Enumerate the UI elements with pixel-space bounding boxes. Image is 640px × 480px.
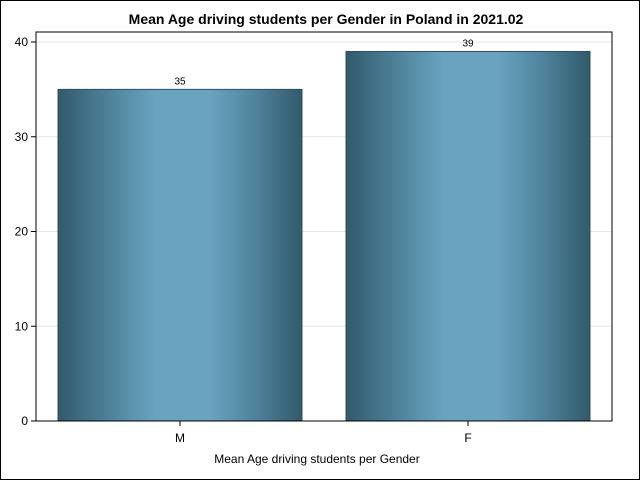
x-axis-label: Mean Age driving students per Gender	[214, 452, 419, 466]
y-tick-label: 30	[15, 130, 29, 144]
data-label: 35	[174, 76, 186, 87]
data-labels: 35 39	[174, 38, 474, 87]
bar-m	[57, 88, 303, 422]
y-axis: 0 10 20 30 40	[15, 35, 36, 428]
data-label: 39	[462, 38, 474, 49]
x-tick-label: M	[175, 431, 185, 445]
y-tick-label: 20	[15, 225, 29, 239]
bar-f	[345, 50, 591, 422]
chart-title: Mean Age driving students per Gender in …	[129, 11, 524, 27]
bars	[57, 50, 591, 422]
x-tick-label: F	[464, 431, 471, 445]
y-tick-label: 10	[15, 319, 29, 333]
y-tick-label: 0	[21, 414, 28, 428]
y-tick-label: 40	[15, 35, 29, 49]
plot-area	[35, 31, 613, 422]
